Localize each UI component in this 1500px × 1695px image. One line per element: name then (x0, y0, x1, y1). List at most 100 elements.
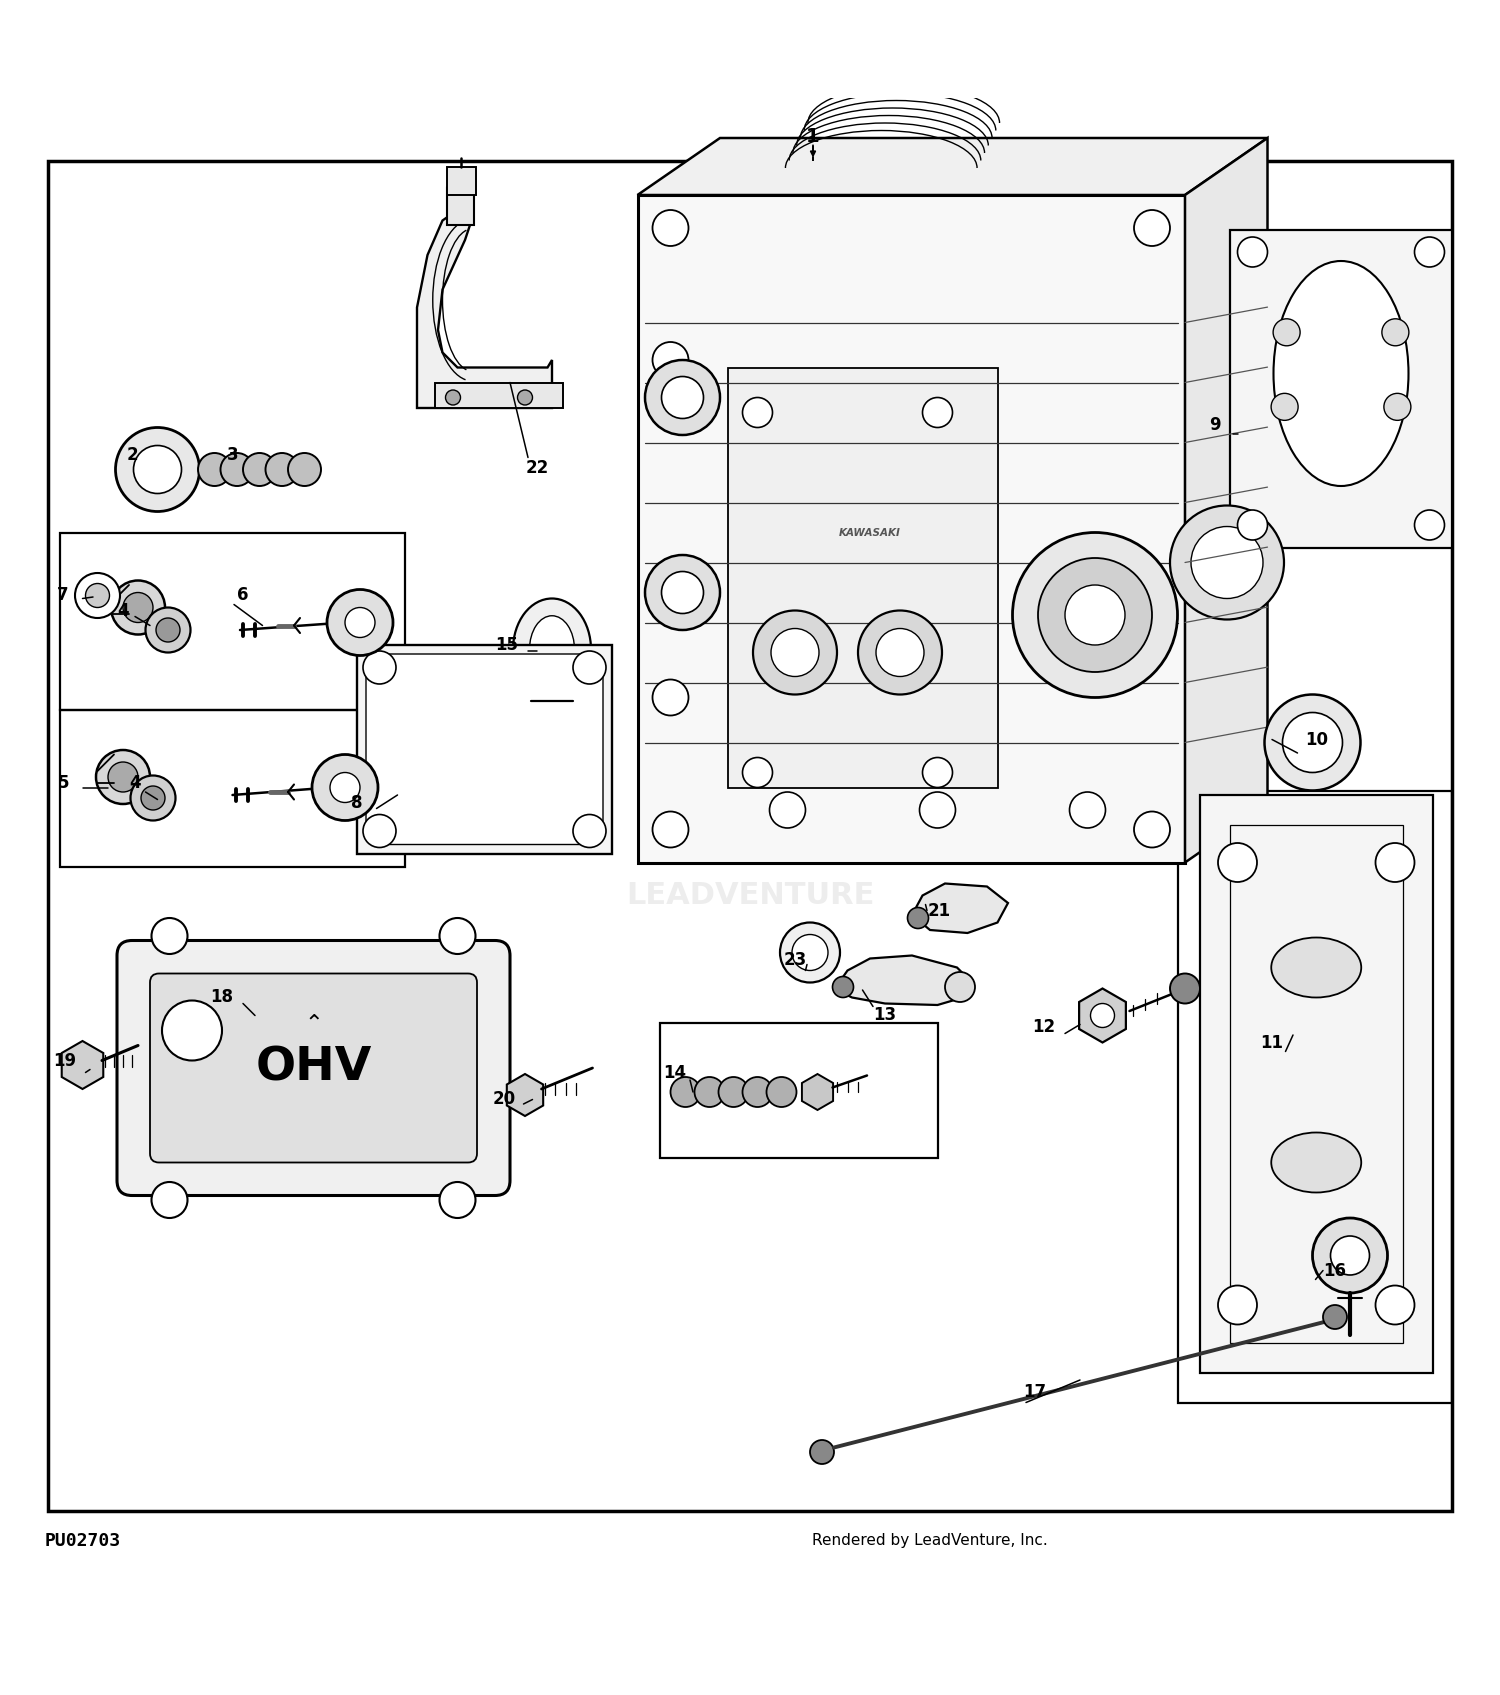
Ellipse shape (530, 615, 574, 683)
Text: 12: 12 (1032, 1019, 1056, 1037)
Circle shape (1376, 842, 1414, 881)
Circle shape (1070, 792, 1106, 827)
Circle shape (652, 342, 688, 378)
Circle shape (141, 786, 165, 810)
Circle shape (652, 210, 688, 246)
Circle shape (1134, 210, 1170, 246)
Text: 17: 17 (1023, 1383, 1047, 1402)
Polygon shape (638, 195, 1185, 863)
Circle shape (670, 1076, 700, 1107)
Circle shape (518, 390, 532, 405)
Circle shape (652, 812, 688, 848)
Circle shape (1218, 842, 1257, 881)
FancyBboxPatch shape (150, 973, 477, 1163)
Circle shape (876, 629, 924, 676)
Circle shape (96, 749, 150, 803)
Text: 2: 2 (126, 446, 138, 463)
Circle shape (771, 629, 819, 676)
Text: 8: 8 (351, 793, 363, 812)
Circle shape (1090, 1003, 1114, 1027)
Polygon shape (728, 368, 998, 788)
Circle shape (1414, 237, 1444, 268)
Circle shape (198, 453, 231, 486)
Circle shape (1312, 1219, 1388, 1293)
Circle shape (1218, 1285, 1257, 1324)
Text: 19: 19 (53, 1051, 76, 1070)
Polygon shape (1185, 137, 1268, 863)
Circle shape (718, 1076, 748, 1107)
Polygon shape (507, 1075, 543, 1115)
Polygon shape (1230, 229, 1452, 547)
Circle shape (1238, 237, 1268, 268)
Circle shape (1414, 510, 1444, 541)
Text: LEADVENTURE: LEADVENTURE (626, 881, 874, 910)
Polygon shape (1200, 795, 1432, 1373)
Circle shape (220, 453, 254, 486)
Circle shape (1170, 505, 1284, 619)
Circle shape (1013, 532, 1178, 698)
Circle shape (446, 390, 460, 405)
Text: 14: 14 (663, 1063, 687, 1081)
Circle shape (1274, 319, 1300, 346)
Circle shape (1330, 1236, 1370, 1275)
Circle shape (1376, 1285, 1414, 1324)
Text: 3: 3 (226, 446, 238, 463)
Ellipse shape (513, 598, 591, 700)
Ellipse shape (1274, 261, 1408, 486)
Text: 22: 22 (525, 459, 549, 476)
Circle shape (330, 773, 360, 802)
Text: 10: 10 (1305, 731, 1329, 749)
Circle shape (922, 398, 952, 427)
Circle shape (1323, 1305, 1347, 1329)
Circle shape (363, 651, 396, 685)
Circle shape (908, 907, 928, 929)
Polygon shape (638, 137, 1268, 195)
Text: OHV: OHV (255, 1046, 372, 1090)
Polygon shape (417, 205, 552, 408)
Circle shape (573, 651, 606, 685)
Polygon shape (447, 166, 476, 195)
Circle shape (753, 610, 837, 695)
Circle shape (1170, 973, 1200, 1003)
Polygon shape (357, 646, 612, 854)
Circle shape (75, 573, 120, 619)
Text: 21: 21 (927, 902, 951, 919)
Circle shape (123, 593, 153, 622)
Circle shape (1134, 812, 1170, 848)
Text: 7: 7 (57, 586, 69, 605)
Circle shape (363, 815, 396, 848)
Circle shape (1038, 558, 1152, 671)
Circle shape (116, 427, 200, 512)
Circle shape (645, 359, 720, 436)
Text: ⌃: ⌃ (304, 1014, 322, 1032)
Text: 1: 1 (806, 127, 820, 146)
Circle shape (766, 1076, 796, 1107)
Text: 9: 9 (1209, 415, 1221, 434)
Circle shape (146, 607, 190, 653)
Circle shape (440, 1181, 476, 1219)
Text: 16: 16 (1323, 1261, 1347, 1280)
Circle shape (312, 754, 378, 820)
Text: 11: 11 (1260, 1034, 1284, 1051)
Text: KAWASAKI: KAWASAKI (839, 527, 902, 537)
Text: 15: 15 (495, 636, 519, 654)
Circle shape (742, 758, 772, 788)
Text: 4: 4 (117, 602, 129, 619)
Circle shape (152, 919, 188, 954)
Circle shape (162, 1000, 222, 1061)
Circle shape (1382, 319, 1408, 346)
Circle shape (134, 446, 182, 493)
Circle shape (833, 976, 854, 997)
Circle shape (1191, 527, 1263, 598)
Circle shape (266, 453, 298, 486)
Text: 4: 4 (129, 775, 141, 792)
Circle shape (645, 554, 720, 631)
FancyBboxPatch shape (117, 941, 510, 1195)
Text: PU02703: PU02703 (45, 1532, 122, 1549)
Polygon shape (1078, 988, 1126, 1042)
FancyBboxPatch shape (366, 654, 603, 844)
Text: 18: 18 (210, 988, 234, 1007)
Circle shape (152, 1181, 188, 1219)
Circle shape (780, 922, 840, 983)
Circle shape (86, 583, 109, 607)
